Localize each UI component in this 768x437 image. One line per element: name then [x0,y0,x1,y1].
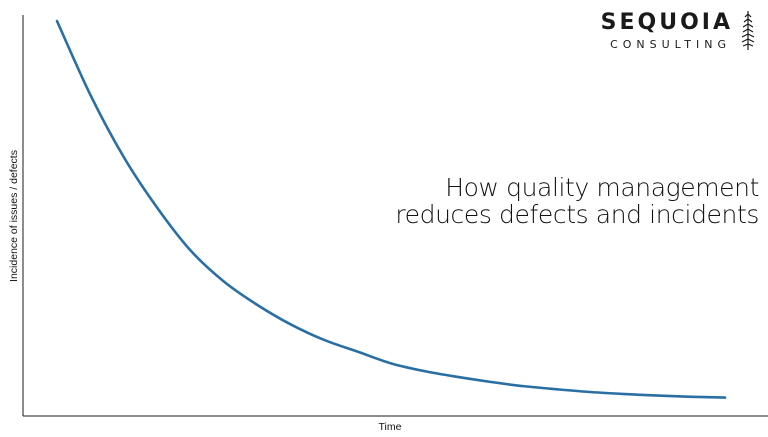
chart-title-line-1: How quality management [445,173,759,202]
logo-tagline: CONSULTING [610,38,731,51]
y-axis-label: Incidence of issues / defects [8,150,20,282]
logo-wordmark: SEQUOIA [601,10,733,35]
sequoia-tree-icon [741,11,755,50]
x-axis-label: Time [379,421,402,433]
chart-title-line-2: reduces defects and incidents [395,200,759,229]
company-logo: SEQUOIA CONSULTING [601,10,755,51]
series-line [55,19,727,399]
